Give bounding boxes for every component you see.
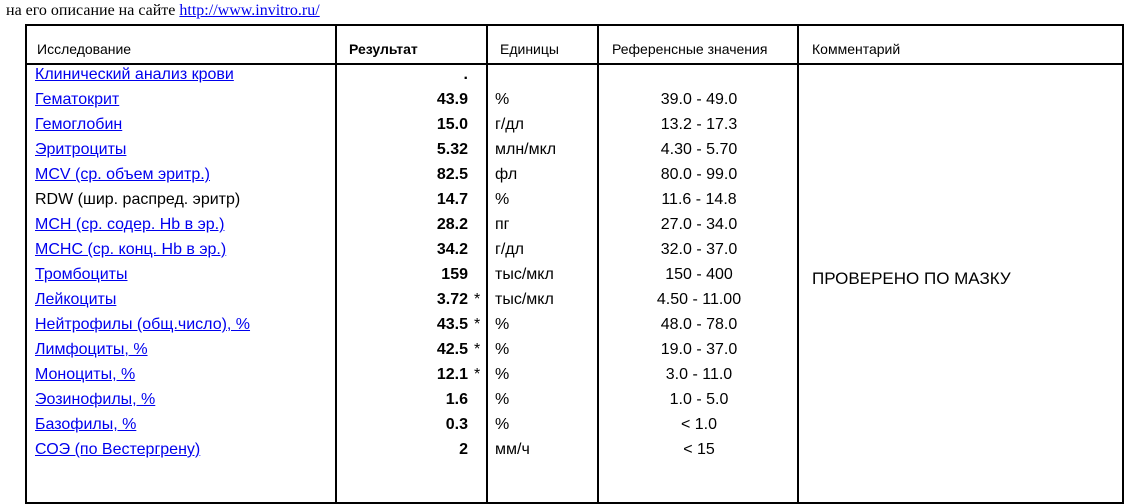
flag-marker: * bbox=[474, 291, 481, 308]
unit-cell: % bbox=[495, 316, 510, 333]
unit-cell: пг bbox=[495, 216, 510, 233]
result-value: 5.32 bbox=[436, 141, 468, 158]
table-row: Гематокрит 43.9% 39.0 - 49.0 bbox=[27, 91, 1122, 116]
flag-marker: * bbox=[474, 316, 481, 333]
column-divider bbox=[797, 26, 799, 502]
test-name[interactable]: Моноциты, % bbox=[35, 366, 136, 383]
test-name[interactable]: Эритроциты bbox=[35, 141, 127, 158]
header-comment: Комментарий bbox=[812, 41, 901, 57]
unit-cell: тыс/мкл bbox=[495, 266, 554, 283]
table-row: Нейтрофилы (общ.число), % 43.5 *% 48.0 - 78… bbox=[27, 316, 1122, 341]
unit-cell: г/дл bbox=[495, 116, 524, 133]
test-name[interactable]: Тромбоциты bbox=[35, 266, 128, 283]
unit-cell: % bbox=[495, 416, 510, 433]
invitro-link[interactable]: http://www.invitro.ru/ bbox=[179, 2, 320, 19]
reference-cell: 3.0 - 11.0 bbox=[665, 366, 733, 383]
results-table: Исследование Результат Единицы Референсн… bbox=[25, 24, 1124, 504]
reference-cell: 19.0 - 37.0 bbox=[660, 341, 738, 358]
unit-cell: % bbox=[495, 366, 510, 383]
unit-cell: % bbox=[495, 341, 510, 358]
result-value: 43.9 bbox=[436, 91, 468, 108]
table-row: Гемоглобин 15.0 г/дл 13.2 - 17.3 bbox=[27, 116, 1122, 141]
header-units: Единицы bbox=[500, 41, 559, 57]
test-name[interactable]: Клинический анализ крови bbox=[35, 66, 234, 83]
table-row: Лимфоциты, % 42.5 *% 19.0 - 37.0 bbox=[27, 341, 1122, 366]
result-value: 2 bbox=[459, 441, 468, 458]
result-value: 14.7 bbox=[436, 191, 468, 208]
test-name[interactable]: Нейтрофилы (общ.число), % bbox=[35, 316, 251, 333]
reference-cell: < 15 bbox=[683, 441, 715, 458]
intro-text: на его описание на сайте bbox=[6, 2, 180, 19]
column-divider bbox=[335, 26, 337, 502]
table-row: Лейкоциты 3.72 * тыс/мкл 4.50 - 11.00 bbox=[27, 291, 1122, 316]
table-row: MCHC (ср. конц. Hb в эр.) 34.2 г/дл 32.0 - … bbox=[27, 241, 1122, 266]
reference-cell: 13.2 - 17.3 bbox=[660, 116, 738, 133]
table-row: Тромбоциты 159 тыс/мкл 150 - 400 bbox=[27, 266, 1122, 291]
result-value: 15.0 bbox=[436, 116, 468, 133]
result-value: 34.2 bbox=[436, 241, 468, 258]
flag-marker: * bbox=[474, 341, 481, 358]
intro-line: на его описание на сайте http://www.invi… bbox=[6, 2, 320, 20]
column-divider bbox=[597, 26, 599, 502]
result-value: 82.5 bbox=[436, 166, 468, 183]
table-row: MCV (ср. объем эритр.) 82.5 фл 80.0 - 99.0 bbox=[27, 166, 1122, 191]
header-reference: Референсные значения bbox=[612, 41, 768, 57]
result-value: 42.5 bbox=[436, 341, 468, 358]
reference-cell: 48.0 - 78.0 bbox=[660, 316, 738, 333]
column-divider bbox=[486, 26, 488, 502]
reference-cell: 4.50 - 11.00 bbox=[656, 291, 742, 308]
unit-cell: г/дл bbox=[495, 241, 524, 258]
test-name[interactable]: Лимфоциты, % bbox=[35, 341, 148, 358]
test-name[interactable]: MCH (ср. содер. Hb в эр.) bbox=[35, 216, 225, 233]
result-value: 28.2 bbox=[436, 216, 468, 233]
result-value: 159 bbox=[441, 266, 468, 283]
table-row: Эозинофилы, % 1.6% 1.0 - 5.0 bbox=[27, 391, 1122, 416]
test-name[interactable]: Гематокрит bbox=[35, 91, 120, 108]
reference-cell: 27.0 - 34.0 bbox=[660, 216, 738, 233]
table-row: Клинический анализ крови. bbox=[27, 66, 1122, 91]
unit-cell: тыс/мкл bbox=[495, 291, 554, 308]
reference-cell: 80.0 - 99.0 bbox=[660, 166, 738, 183]
table-row: MCH (ср. содер. Hb в эр.) 28.2 пг 27.0 - 34… bbox=[27, 216, 1122, 241]
test-name[interactable]: Эозинофилы, % bbox=[35, 391, 156, 408]
result-value: 43.5 bbox=[436, 316, 468, 333]
unit-cell: % bbox=[495, 391, 510, 408]
unit-cell: % bbox=[495, 91, 510, 108]
unit-cell: млн/мкл bbox=[495, 141, 557, 158]
reference-cell: 1.0 - 5.0 bbox=[669, 391, 729, 408]
test-name[interactable]: СОЭ (по Вестергрену) bbox=[35, 441, 201, 458]
header-result: Результат bbox=[349, 41, 418, 57]
header-test: Исследование bbox=[37, 41, 132, 57]
unit-cell: мм/ч bbox=[495, 441, 530, 458]
result-value: 3.72 bbox=[436, 291, 468, 308]
reference-cell: 11.6 - 14.8 bbox=[661, 191, 737, 208]
table-row: RDW (шир. распред. эритр) 14.7% 11.6 - 14.… bbox=[27, 191, 1122, 216]
test-name[interactable]: MCHC (ср. конц. Hb в эр.) bbox=[35, 241, 227, 258]
test-name[interactable]: Гемоглобин bbox=[35, 116, 123, 133]
result-value: 12.1 bbox=[436, 366, 468, 383]
reference-cell: < 1.0 bbox=[680, 416, 718, 433]
table-row: СОЭ (по Вестергрену) 2 мм/ч < 15 bbox=[27, 441, 1122, 466]
test-name[interactable]: Базофилы, % bbox=[35, 416, 137, 433]
comment-text: ПРОВЕРЕНО ПО МАЗКУ bbox=[812, 269, 1011, 288]
table-row: Базофилы, % 0.3% < 1.0 bbox=[27, 416, 1122, 441]
test-name: RDW (шир. распред. эритр) bbox=[35, 191, 241, 208]
reference-cell: 39.0 - 49.0 bbox=[660, 91, 738, 108]
table-row: Эритроциты 5.32 млн/мкл 4.30 - 5.70 bbox=[27, 141, 1122, 166]
table-header: Исследование Результат Единицы Референсн… bbox=[27, 26, 1122, 65]
reference-cell: 32.0 - 37.0 bbox=[660, 241, 738, 258]
table-row: Моноциты, % 12.1 *% 3.0 - 11.0 bbox=[27, 366, 1122, 391]
test-name[interactable]: MCV (ср. объем эритр.) bbox=[35, 166, 210, 183]
reference-cell: 150 - 400 bbox=[665, 266, 733, 283]
flag-marker: * bbox=[474, 366, 481, 383]
result-value: . bbox=[463, 66, 468, 83]
reference-cell: 4.30 - 5.70 bbox=[660, 141, 738, 158]
test-name[interactable]: Лейкоциты bbox=[35, 291, 117, 308]
unit-cell: фл bbox=[495, 166, 518, 183]
result-value: 1.6 bbox=[445, 391, 468, 408]
unit-cell: % bbox=[495, 191, 510, 208]
result-value: 0.3 bbox=[445, 416, 468, 433]
